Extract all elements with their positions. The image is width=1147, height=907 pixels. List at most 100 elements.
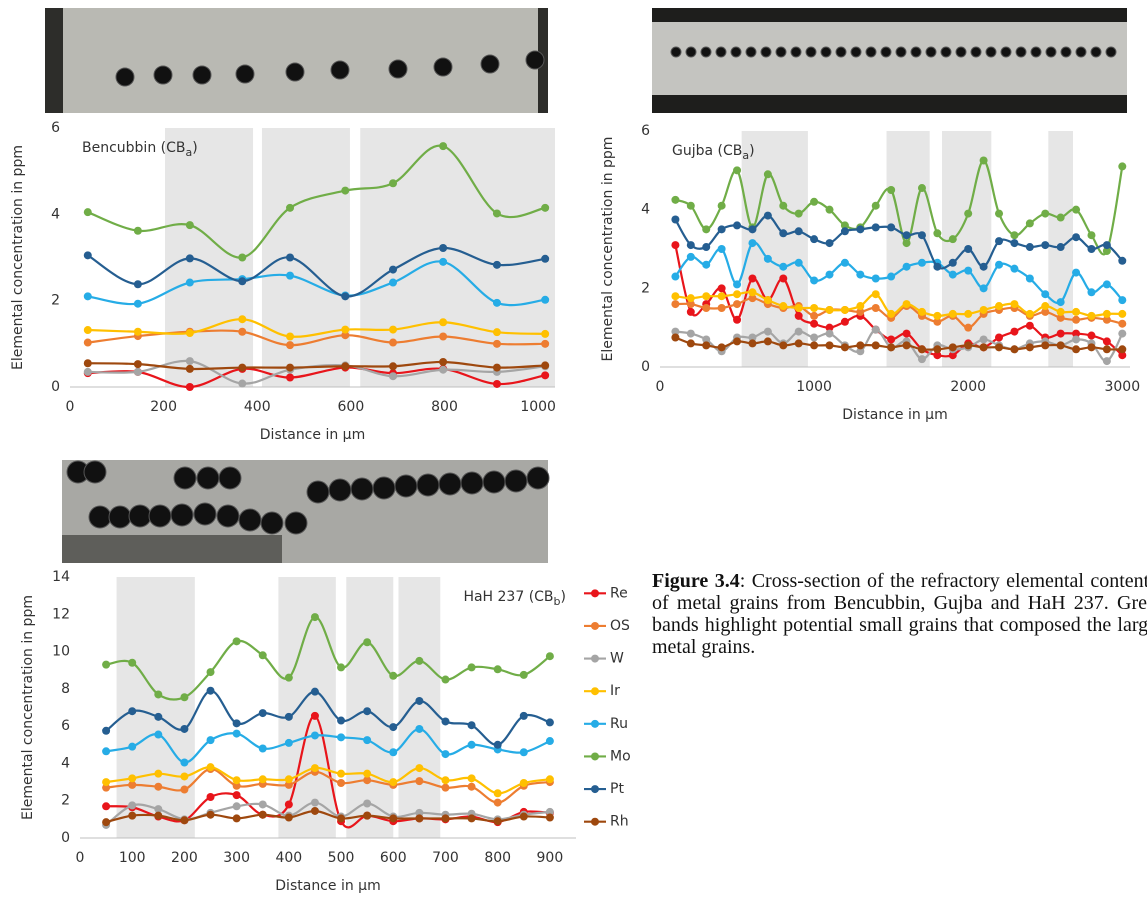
data-point (1025, 309, 1034, 318)
grain-band (346, 577, 394, 838)
data-point (979, 343, 988, 352)
data-point (1041, 290, 1050, 299)
data-point (717, 304, 726, 312)
grain-band (886, 131, 930, 367)
data-point (871, 341, 880, 350)
y-tick-label: 0 (51, 379, 60, 395)
y-tick-label: 4 (61, 755, 70, 771)
data-point (128, 801, 137, 810)
data-point (128, 811, 137, 820)
photo-hole (850, 46, 862, 58)
data-point (492, 298, 501, 307)
data-point (102, 818, 111, 827)
data-point (341, 292, 350, 301)
photo-hole (1045, 46, 1057, 58)
data-point (702, 304, 711, 312)
data-point (748, 274, 757, 283)
data-point (902, 239, 911, 248)
data-point (389, 778, 398, 787)
data-point (856, 270, 865, 279)
data-point (541, 339, 550, 348)
data-point (83, 292, 92, 301)
chart-title-suffix: ) (749, 143, 754, 159)
data-point (979, 305, 988, 314)
data-point (902, 262, 911, 271)
data-point (733, 315, 742, 324)
data-point (917, 258, 926, 267)
data-point (733, 221, 742, 230)
data-point (492, 209, 501, 218)
data-point (717, 343, 726, 352)
data-point (794, 327, 803, 336)
x-tick-label: 0 (76, 850, 85, 866)
data-point (363, 707, 372, 716)
photo-hole (238, 508, 262, 532)
data-point (917, 184, 926, 193)
data-point (856, 302, 865, 311)
data-point (671, 333, 680, 342)
photo-hole (955, 46, 967, 58)
photo-hole (260, 511, 284, 535)
photo-hole (970, 46, 982, 58)
data-point (310, 806, 319, 815)
data-point (1087, 331, 1096, 340)
data-point (733, 280, 742, 289)
photo-edge (652, 95, 1127, 113)
data-point (748, 294, 757, 303)
data-point (439, 257, 448, 266)
data-point (840, 221, 849, 230)
y-tick-label: 4 (641, 202, 650, 218)
x-axis-title: Distance in µm (842, 407, 947, 423)
data-point (493, 665, 502, 674)
data-point (337, 814, 346, 823)
x-axis-title: Distance in µm (260, 427, 365, 443)
data-point (779, 229, 788, 238)
data-point (83, 359, 92, 368)
x-axis-title: Distance in µm (275, 878, 380, 894)
data-point (810, 311, 819, 320)
x-tick-label: 3000 (1104, 379, 1140, 395)
data-point (286, 203, 295, 212)
y-tick-label: 0 (641, 359, 650, 375)
data-point (286, 373, 295, 382)
data-point (545, 718, 554, 727)
data-point (810, 341, 819, 350)
data-point (1118, 319, 1127, 328)
data-point (102, 747, 111, 756)
grain-band (261, 128, 350, 387)
series-line (87, 360, 546, 371)
y-tick-label: 4 (51, 206, 60, 222)
data-point (519, 779, 528, 788)
data-point (185, 254, 194, 263)
photo-hole (1060, 46, 1072, 58)
photo-hole (685, 46, 697, 58)
data-point (887, 223, 896, 232)
data-point (102, 726, 111, 735)
caption: Figure 3.4: Cross-section of the refract… (652, 570, 1147, 660)
x-tick-label: 600 (338, 399, 365, 415)
chart-title-suffix: ) (192, 140, 197, 156)
photo-hole (350, 477, 374, 501)
photo-hole (218, 466, 242, 490)
data-point (933, 229, 942, 238)
photo-hole (216, 504, 240, 528)
data-point (1010, 300, 1019, 309)
photo-hole (153, 65, 173, 85)
data-point (733, 337, 742, 346)
data-point (1087, 288, 1096, 297)
data-point (825, 270, 834, 279)
photo-hole (148, 504, 172, 528)
data-point (933, 262, 942, 271)
data-point (541, 361, 550, 370)
data-point (128, 658, 137, 667)
photo-hole (745, 46, 757, 58)
photo-hole (865, 46, 877, 58)
photo-hole (526, 466, 550, 490)
data-point (492, 379, 501, 388)
legend-label: Ir (610, 683, 620, 699)
photo-hole (482, 470, 506, 494)
x-tick-label: 400 (244, 399, 271, 415)
data-point (887, 309, 896, 318)
data-point (686, 339, 695, 348)
data-point (1072, 329, 1081, 338)
